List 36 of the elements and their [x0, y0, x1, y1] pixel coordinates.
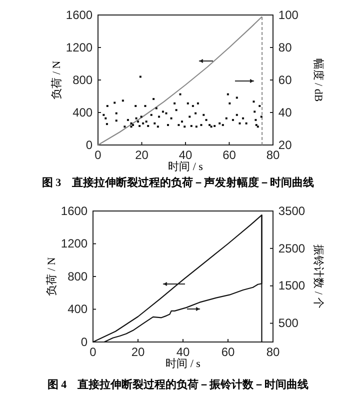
y2-tick-label: 500: [278, 316, 299, 330]
y2-tick-label: 1500: [278, 278, 306, 293]
text: 图 4 直接拉伸断裂过程的负荷－振铃计数－时间曲线: [47, 378, 309, 391]
text: 图 3 直接拉伸断裂过程的负荷－声发射幅度－时间曲线: [42, 176, 314, 189]
x-tick-label: 40: [176, 344, 190, 359]
y-tick-label: 800: [68, 269, 88, 284]
y-tick-label: 800: [72, 72, 93, 87]
y-tick-label: 1200: [66, 40, 93, 54]
x-tick-label: 20: [131, 344, 145, 359]
y2-tick-label: 40: [278, 105, 292, 120]
y2-tick-label: 3500: [278, 204, 306, 218]
y-tick-label: 400: [68, 302, 88, 316]
y2-tick-label: 60: [278, 72, 292, 87]
x-tick-label: 60: [221, 344, 235, 359]
y-tick-label: 1200: [60, 236, 88, 251]
y2-tick-label: 80: [278, 40, 292, 54]
x-tick-label: 80: [266, 148, 280, 162]
x-axis-title: 时间 / s: [166, 357, 200, 370]
y-tick-label: 1600: [60, 204, 88, 218]
y-tick-label: 400: [72, 105, 93, 120]
y-axis-title: 负荷 / N: [50, 60, 63, 100]
x-tick-label: 60: [222, 148, 236, 162]
x-tick-label: 0: [94, 148, 102, 162]
x-tick-label: 20: [135, 148, 149, 162]
x-axis-title: 时间 / s: [168, 160, 203, 173]
y-tick-label: 0: [80, 334, 88, 349]
y2-tick-label: 100: [278, 8, 299, 22]
y-tick-label: 1600: [66, 8, 93, 22]
y2-axis-title: 振铃计数 / 个: [312, 244, 325, 308]
y2-tick-label: 2500: [278, 241, 306, 256]
x-tick-label: 40: [178, 148, 192, 162]
y2-axis-title: 幅度 / dB: [312, 58, 325, 102]
y-tick-label: 0: [86, 138, 93, 152]
y-axis-title: 负荷 / N: [45, 257, 58, 296]
x-tick-label: 80: [266, 344, 280, 359]
y2-tick-label: 20: [278, 138, 292, 152]
